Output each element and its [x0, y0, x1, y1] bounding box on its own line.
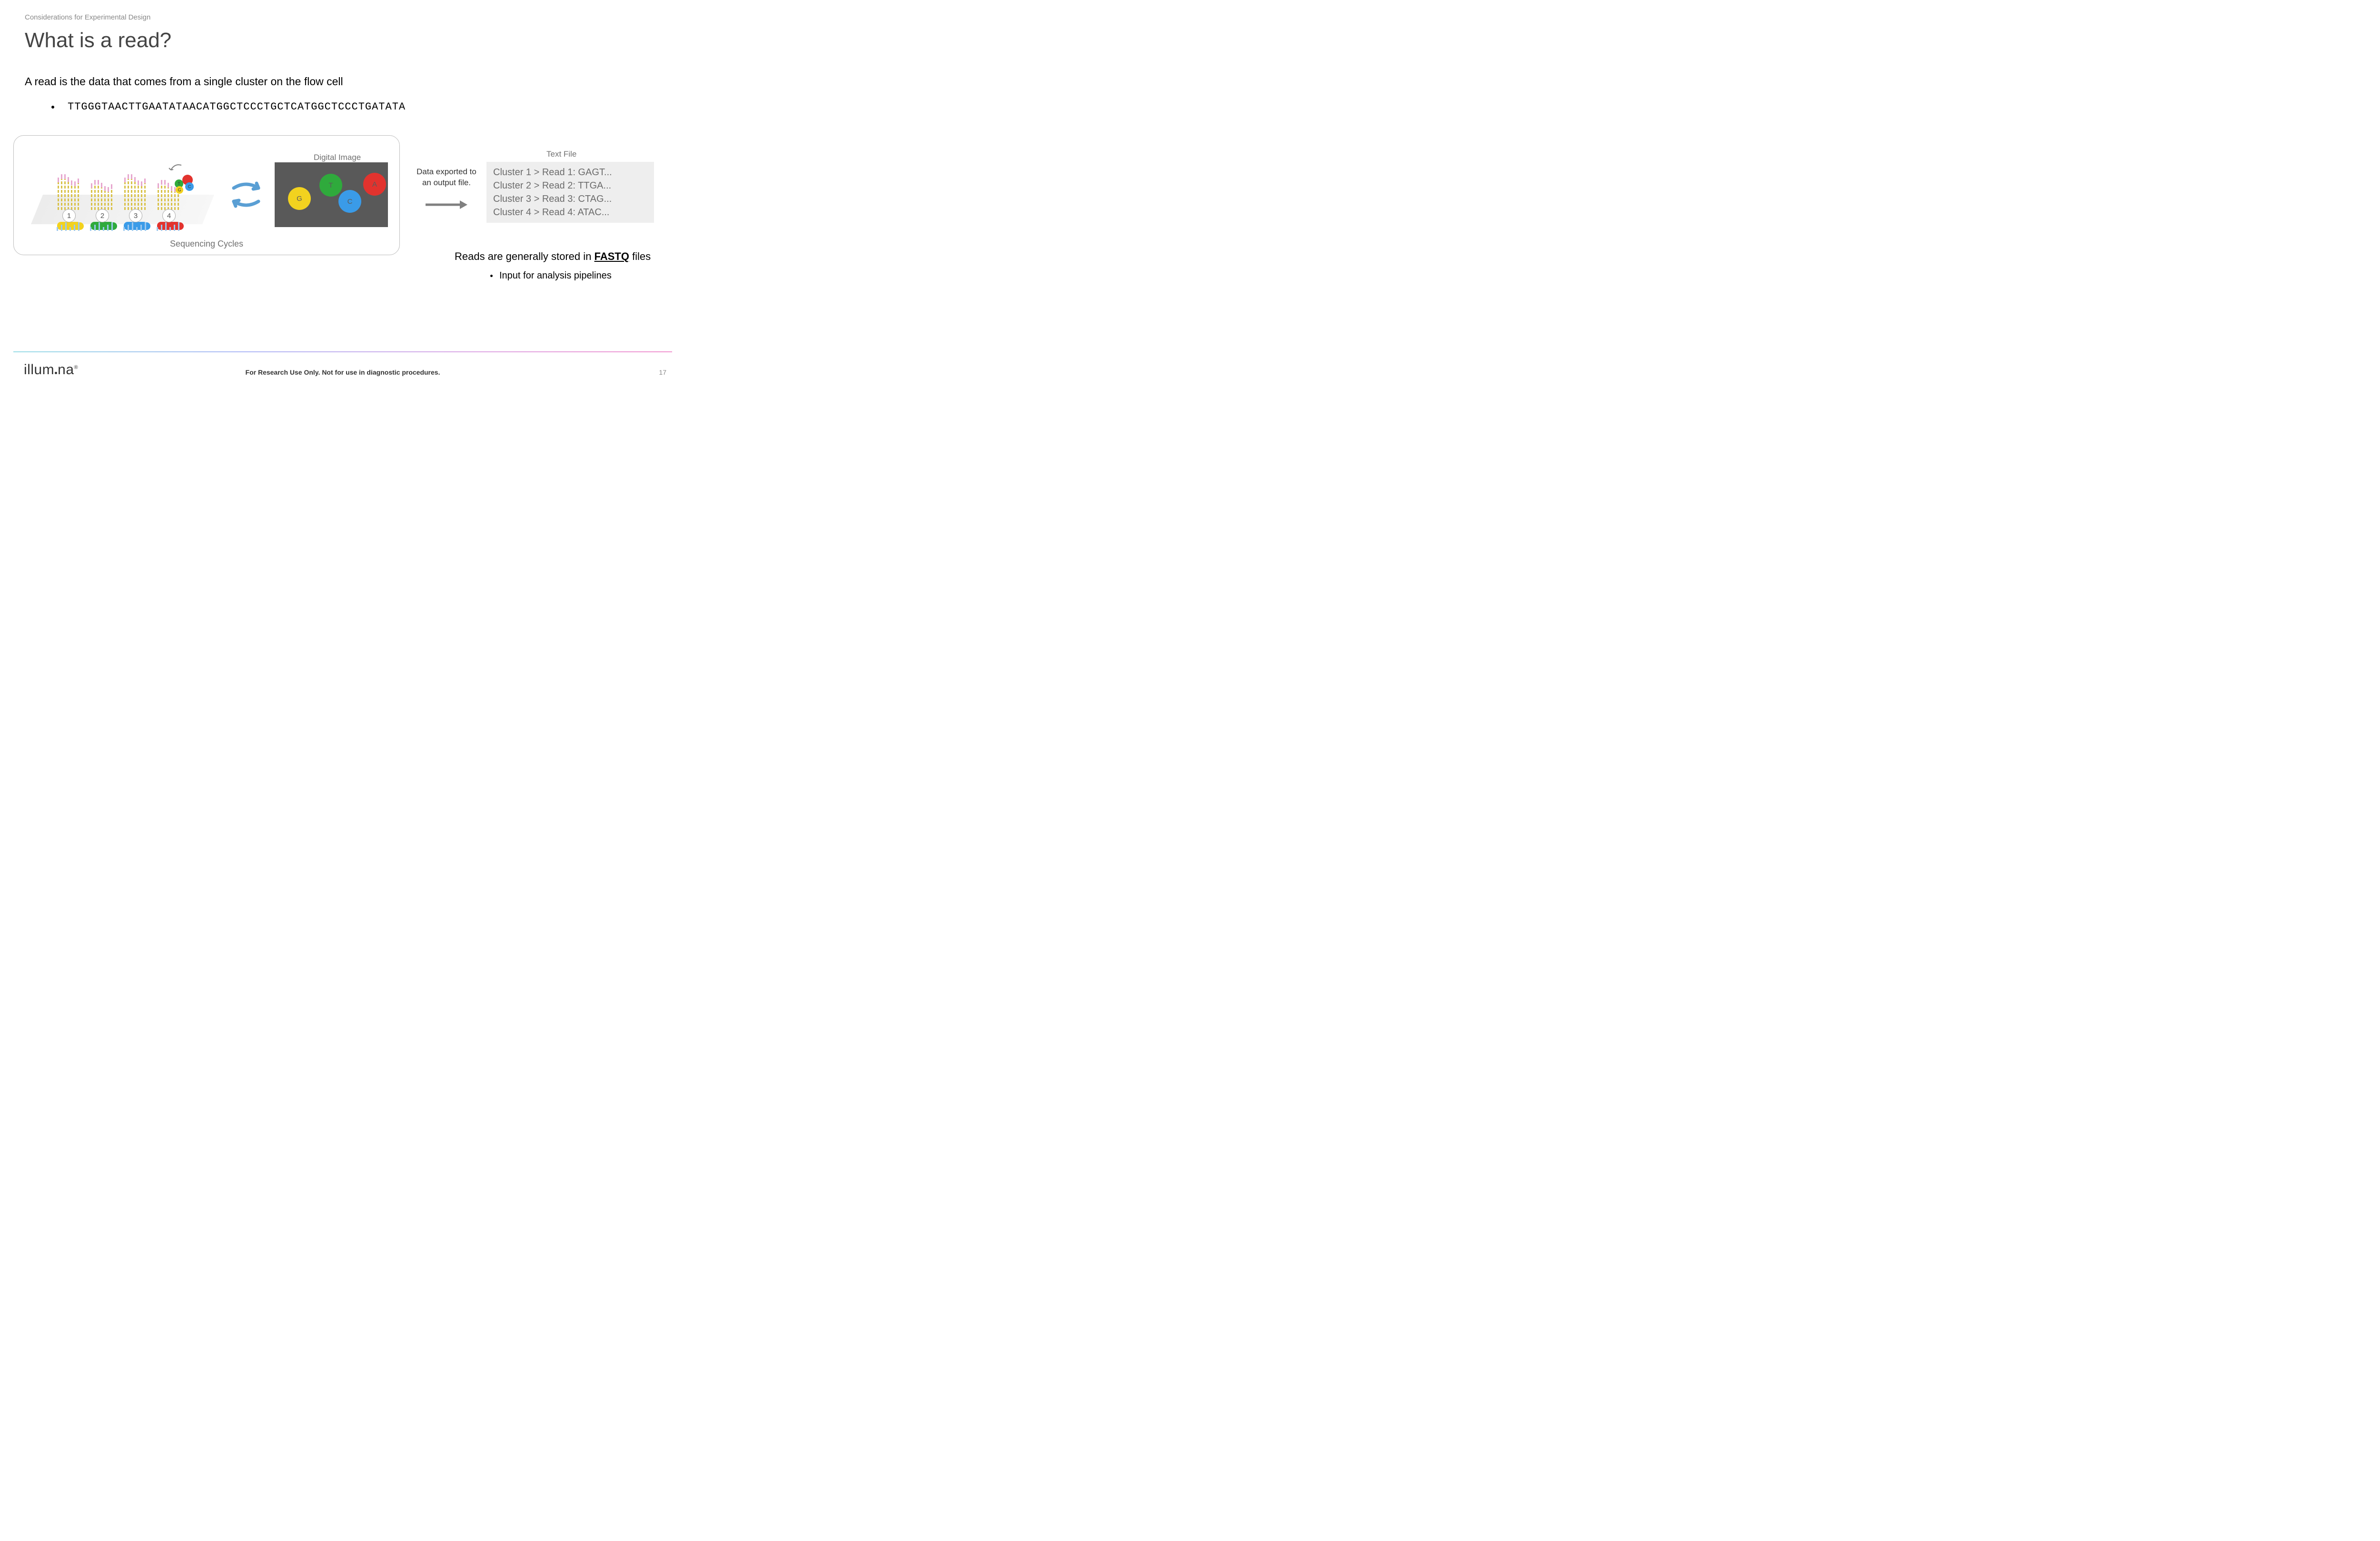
fastq-statement: Reads are generally stored in FASTQ file…	[455, 250, 651, 263]
textfile-row: Cluster 3 > Read 3: CTAG...	[493, 192, 647, 206]
base-dot-C: C	[338, 190, 361, 213]
textfile-row: Cluster 4 > Read 4: ATAC...	[493, 206, 647, 219]
definition-text: A read is the data that comes from a sin…	[25, 75, 343, 88]
export-arrow-icon	[425, 199, 468, 210]
base-dot-T: T	[319, 174, 342, 197]
digital-image-label: Digital Image	[314, 153, 361, 162]
footer-disclaimer: For Research Use Only. Not for use in di…	[246, 368, 440, 376]
textfile-box: Cluster 1 > Read 1: GAGT...Cluster 2 > R…	[486, 162, 654, 223]
mini-base-dot: G	[176, 186, 183, 194]
fastq-pre: Reads are generally stored in	[455, 250, 595, 262]
textfile-label: Text File	[546, 149, 576, 159]
base-dot-G: G	[288, 187, 311, 210]
export-caption: Data exported to an output file.	[408, 167, 485, 189]
cluster-number: 3	[129, 209, 142, 222]
export-line1: Data exported to	[416, 167, 476, 176]
fastq-sub-bullet: Input for analysis pipelines	[490, 270, 612, 281]
textfile-row: Cluster 1 > Read 1: GAGT...	[493, 166, 647, 179]
digital-image-panel: GTCA	[275, 162, 388, 227]
bullet-icon	[490, 275, 493, 277]
cluster-number: 4	[162, 209, 176, 222]
illumina-logo: illumna®	[24, 362, 78, 378]
export-line2: an output file.	[422, 178, 471, 187]
sequencing-diagram: 1234 TCG Digital Image GTCA Sequencing C…	[13, 135, 400, 255]
footer-divider	[13, 351, 672, 352]
mini-base-cluster: TCG	[175, 173, 197, 195]
cluster-number: 2	[96, 209, 109, 222]
fastq-word: FASTQ	[595, 250, 629, 262]
sequence-text: TTGGGTAACTTGAATATAACATGGCTCCCTGCTCATGGCT…	[68, 101, 406, 113]
bullet-icon	[51, 106, 54, 109]
page-number: 17	[659, 368, 666, 376]
fastq-post: files	[629, 250, 651, 262]
slide-title: What is a read?	[25, 29, 171, 52]
diagram-caption: Sequencing Cycles	[170, 239, 243, 249]
mini-base-dot: C	[185, 182, 194, 191]
sequence-bullet-row: TTGGGTAACTTGAATATAACATGGCTCCCTGCTCATGGCT…	[51, 101, 406, 113]
cluster-number: 1	[62, 209, 76, 222]
base-dot-A: A	[363, 173, 386, 196]
fastq-sub-text: Input for analysis pipelines	[499, 270, 612, 281]
breadcrumb: Considerations for Experimental Design	[25, 13, 150, 21]
cycle-arrows-icon	[229, 179, 263, 210]
textfile-row: Cluster 2 > Read 2: TTGA...	[493, 179, 647, 192]
